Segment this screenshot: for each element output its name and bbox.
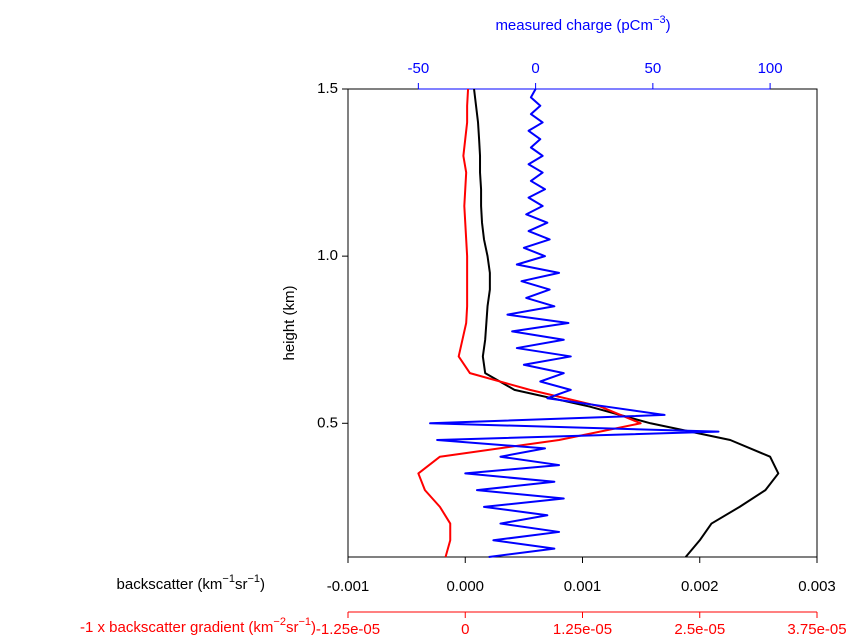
label-part: ) <box>260 576 265 593</box>
y-tick-label: 1.5 <box>317 80 338 97</box>
x-tick-label: 3.75e-05 <box>787 621 846 636</box>
x-tick-label: -1.25e-05 <box>316 621 380 636</box>
x-tick-label: 100 <box>758 60 783 77</box>
profile-line <box>417 88 642 558</box>
label-part: ) <box>311 619 316 636</box>
profile-line <box>473 88 780 558</box>
superscript: −1 <box>247 573 260 585</box>
label-part: sr <box>286 619 299 636</box>
label-part: backscatter (km <box>117 576 223 593</box>
x-tick-label: 2.5e-05 <box>674 621 725 636</box>
x-axis-title: backscatter (km−1sr−1) <box>117 573 265 593</box>
plot-frame <box>347 88 818 558</box>
x-tick-label: 0.002 <box>681 578 719 595</box>
superscript: −3 <box>653 14 666 26</box>
label-part: sr <box>235 576 248 593</box>
y-axis-title: height (km) <box>281 285 298 360</box>
x-tick-label: 0 <box>531 60 539 77</box>
x-axis-title: measured charge (pCm−3) <box>495 14 670 34</box>
x-tick-label: -0.001 <box>327 578 370 595</box>
y-tick-label: 0.5 <box>317 414 338 431</box>
x-tick-label: 0.000 <box>446 578 484 595</box>
x-axis-title: -1 x backscatter gradient (km−2sr−1) <box>80 616 316 636</box>
x-tick-label: 50 <box>645 60 662 77</box>
y-tick-label: 1.0 <box>317 247 338 264</box>
x-tick-label: 1.25e-05 <box>553 621 612 636</box>
x-tick-label: -50 <box>408 60 430 77</box>
label-part: -1 x backscatter gradient (km <box>80 619 273 636</box>
x-tick-label: 0.001 <box>564 578 602 595</box>
superscript: −2 <box>273 616 286 628</box>
profile-line <box>429 88 720 558</box>
label-part: ) <box>666 17 671 34</box>
label-part: measured charge (pCm <box>495 17 653 34</box>
superscript: −1 <box>222 573 235 585</box>
x-tick-label: 0.003 <box>798 578 836 595</box>
superscript: −1 <box>298 616 311 628</box>
x-tick-label: 0 <box>461 621 469 636</box>
